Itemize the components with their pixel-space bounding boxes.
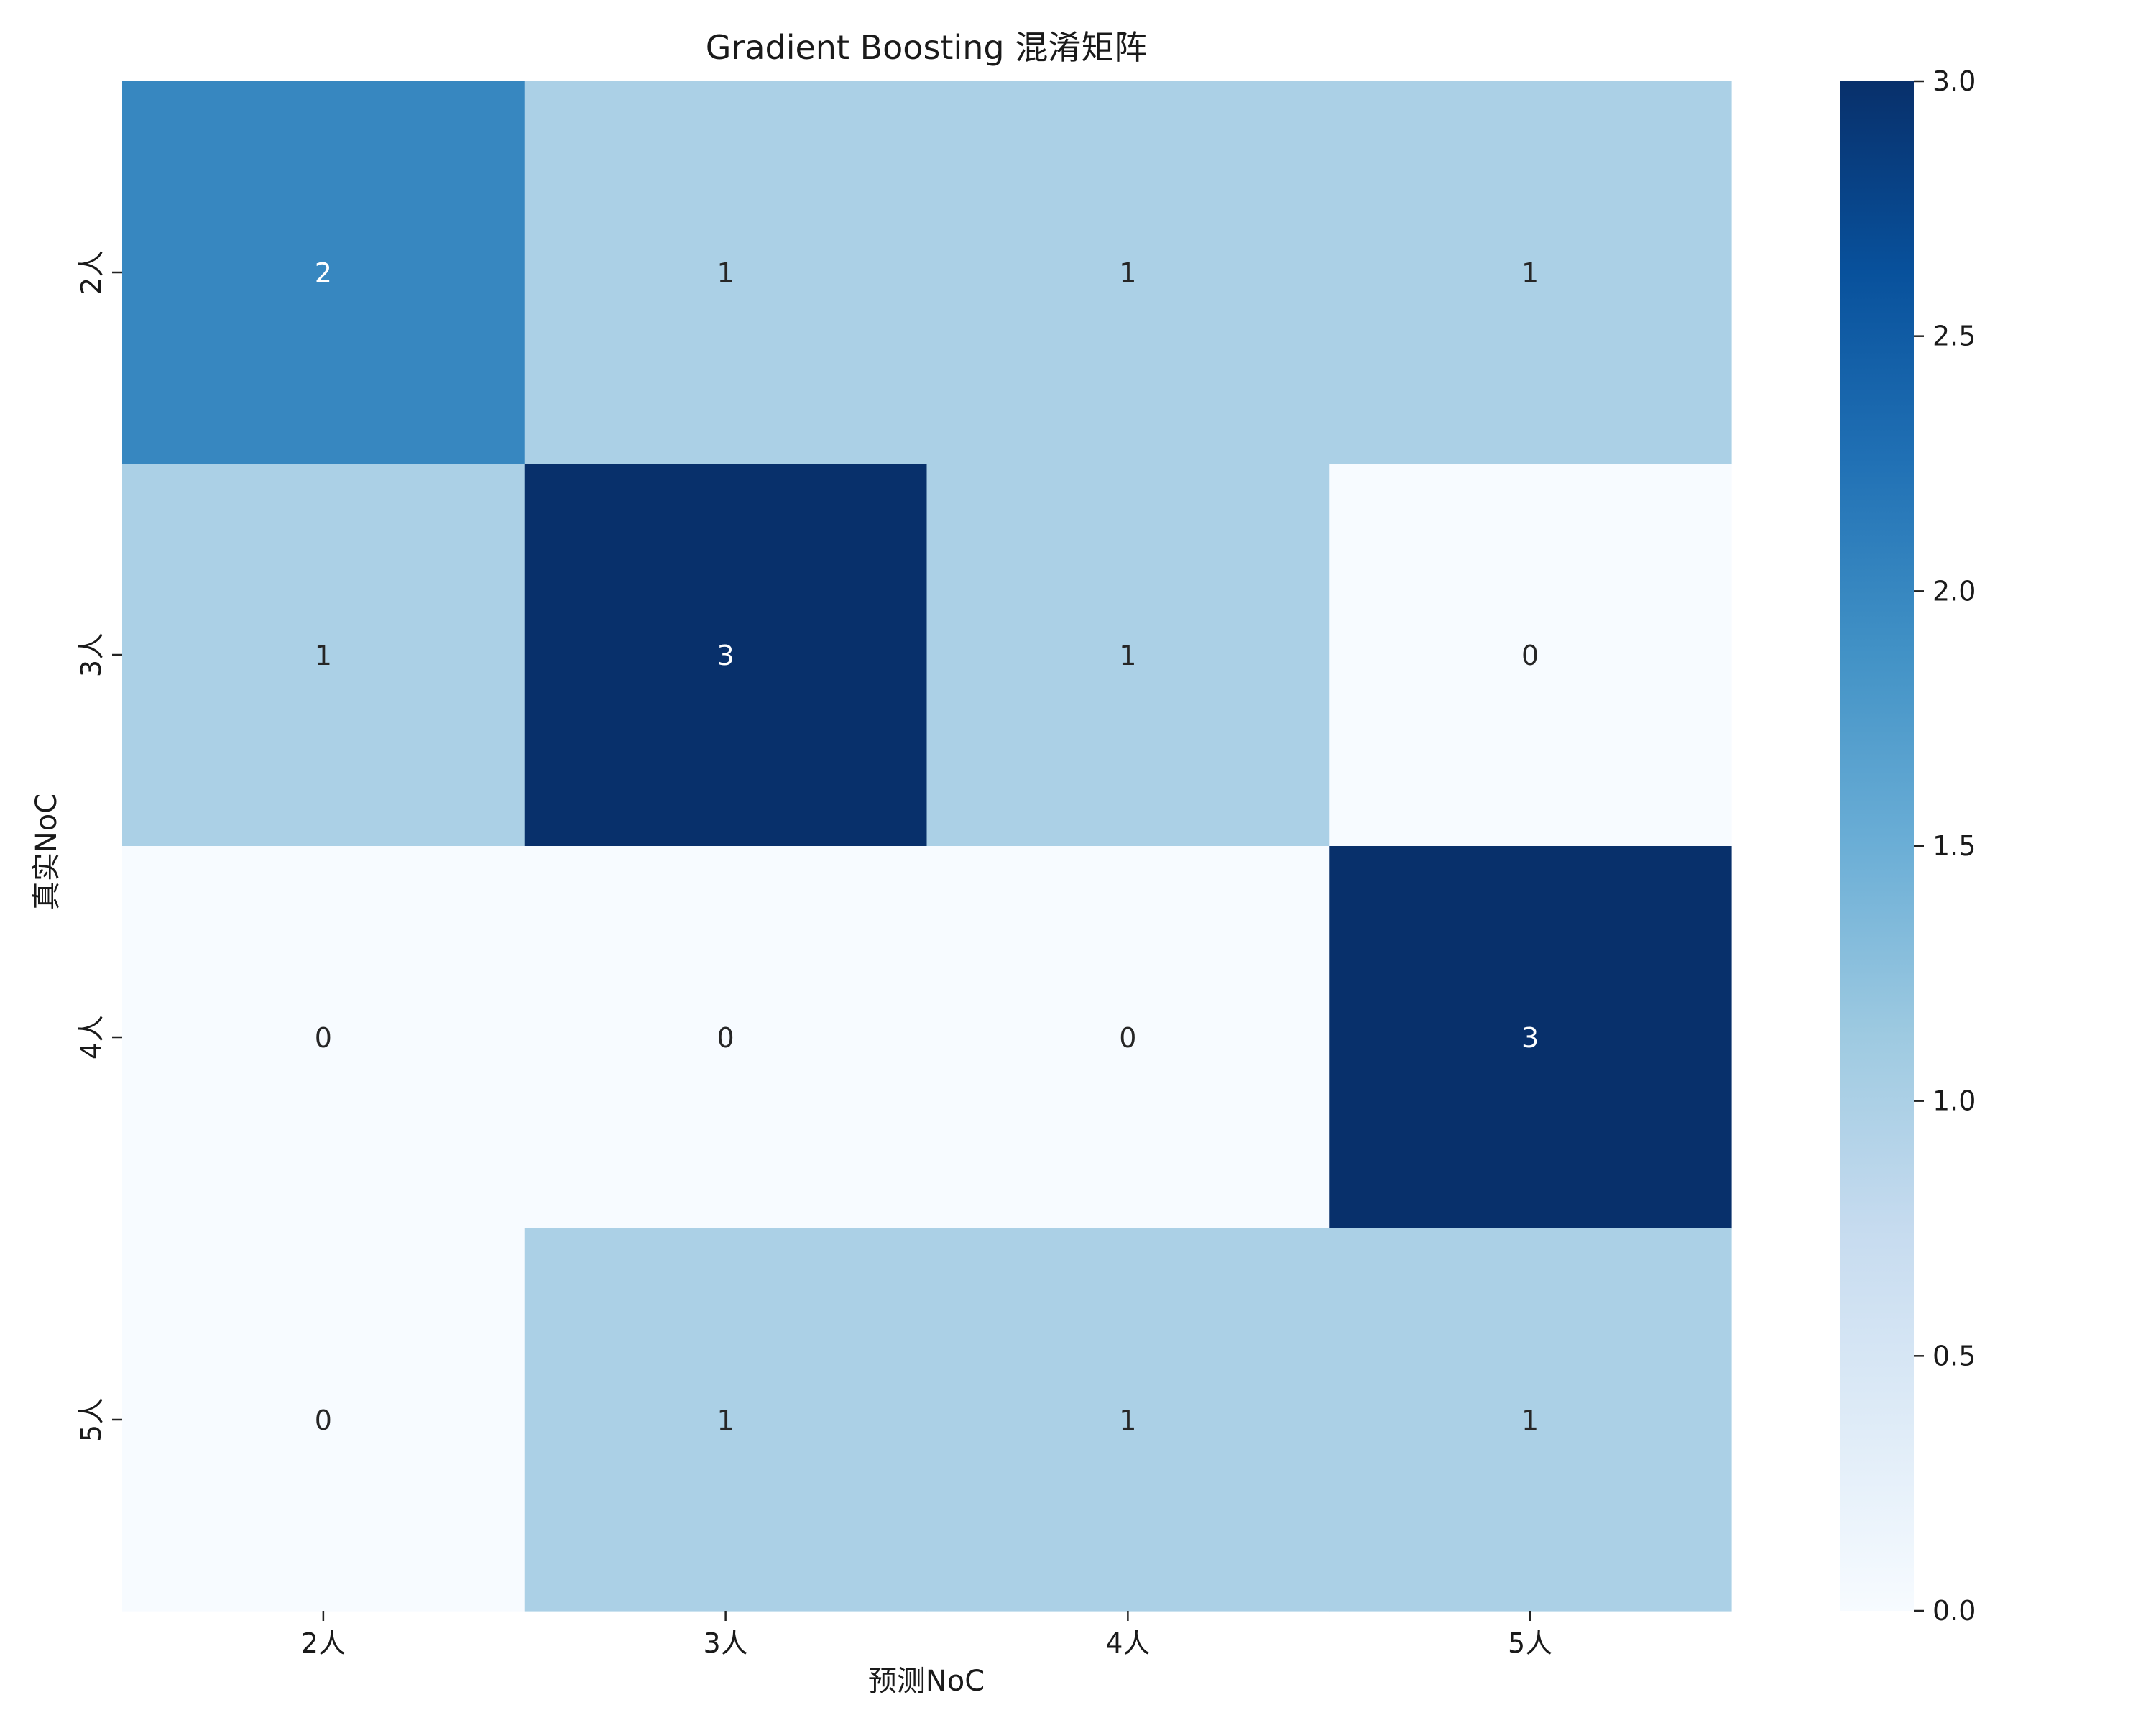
x-axis: 2人 3人 4人 5人	[301, 1611, 1552, 1659]
cell-value: 0	[1119, 1022, 1136, 1054]
cell-value: 1	[717, 1405, 734, 1436]
cell-value: 1	[1119, 257, 1136, 289]
chart-title: Gradient Boosting 混淆矩阵	[706, 28, 1147, 67]
heatmap-cell	[122, 464, 525, 847]
heatmap-cell	[524, 464, 928, 847]
heatmap-cell	[122, 846, 525, 1229]
cell-value: 0	[315, 1405, 332, 1436]
heatmap-cell	[926, 1228, 1330, 1612]
y-tick-label: 5人	[75, 1397, 107, 1442]
y-tick-label: 4人	[75, 1015, 107, 1060]
heatmap-cell	[122, 81, 525, 464]
y-tick-label: 2人	[75, 250, 107, 295]
cell-value-labels: 2 1 1 1 1 3 1 0 0 0 0 3 0 1 1 1	[315, 257, 1539, 1436]
colorbar-tick-label: 3.0	[1932, 65, 1976, 97]
cell-value: 0	[717, 1022, 734, 1054]
heatmap-cell	[122, 1228, 525, 1612]
x-tick-label: 5人	[1508, 1627, 1552, 1659]
colorbar-tick-label: 1.0	[1932, 1085, 1976, 1117]
cell-value: 3	[1521, 1022, 1539, 1054]
heatmap-cell	[926, 846, 1330, 1229]
y-axis: 2人 3人 4人 5人	[75, 250, 122, 1442]
cell-value: 3	[717, 640, 734, 671]
y-axis-label: 真实NoC	[30, 794, 63, 910]
heatmap-cell	[926, 464, 1330, 847]
heatmap-cell	[1329, 81, 1732, 464]
colorbar-tick-label: 2.0	[1932, 575, 1976, 607]
cell-value: 1	[1521, 1405, 1539, 1436]
x-tick-label: 4人	[1105, 1627, 1150, 1659]
colorbar-ticks: 0.0 0.5 1.0 1.5 2.0 2.5 3.0	[1914, 65, 1976, 1627]
cell-value: 1	[1521, 257, 1539, 289]
colorbar-tick-label: 0.0	[1932, 1595, 1976, 1627]
colorbar-tick-label: 2.5	[1932, 321, 1976, 352]
cell-value: 2	[315, 257, 332, 289]
y-tick-label: 3人	[75, 633, 107, 677]
heatmap-cell	[1329, 846, 1732, 1229]
heatmap-cell	[524, 1228, 928, 1612]
cell-value: 1	[717, 257, 734, 289]
colorbar	[1840, 81, 1914, 1611]
heatmap-cell	[926, 81, 1330, 464]
heatmap-cell	[524, 846, 928, 1229]
heatmap-cell	[1329, 1228, 1732, 1612]
colorbar-tick-label: 0.5	[1932, 1340, 1976, 1371]
cell-value: 1	[1119, 1405, 1136, 1436]
x-tick-label: 2人	[301, 1627, 346, 1659]
cell-value: 0	[1521, 640, 1539, 671]
heatmap-cell	[524, 81, 928, 464]
heatmap-grid	[122, 81, 1732, 1612]
cell-value: 1	[315, 640, 332, 671]
cell-value: 1	[1119, 640, 1136, 671]
x-tick-label: 3人	[704, 1627, 748, 1659]
x-axis-label: 预测NoC	[868, 1665, 985, 1698]
colorbar-tick-label: 1.5	[1932, 830, 1976, 862]
cell-value: 0	[315, 1022, 332, 1054]
heatmap-cell	[1329, 464, 1732, 847]
